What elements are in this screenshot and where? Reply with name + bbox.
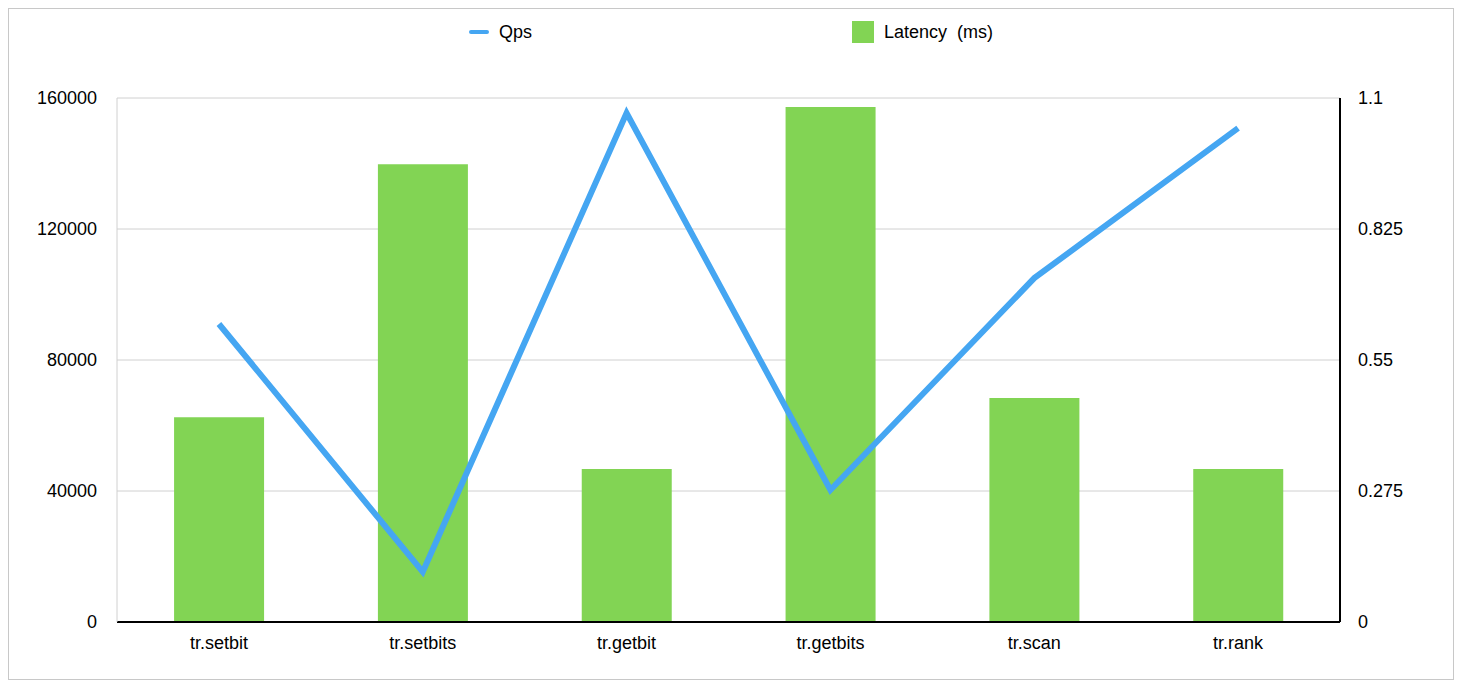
svg-text:0.55: 0.55 bbox=[1358, 350, 1393, 370]
svg-text:tr.scan: tr.scan bbox=[1008, 633, 1061, 653]
svg-text:tr.setbit: tr.setbit bbox=[190, 633, 248, 653]
svg-text:tr.setbits: tr.setbits bbox=[389, 633, 456, 653]
html-text:Qps: Qps bbox=[499, 21, 532, 42]
svg-text:80000: 80000 bbox=[47, 350, 97, 370]
svg-text:1.1: 1.1 bbox=[1358, 88, 1383, 108]
svg-text:0.825: 0.825 bbox=[1358, 219, 1403, 239]
svg-text:0: 0 bbox=[87, 612, 97, 632]
svg-text:120000: 120000 bbox=[37, 219, 97, 239]
svg-text:160000: 160000 bbox=[37, 88, 97, 108]
html-text:Latency (ms): Latency (ms) bbox=[884, 21, 993, 42]
svg-text:tr.rank: tr.rank bbox=[1213, 633, 1264, 653]
svg-text:40000: 40000 bbox=[47, 481, 97, 501]
svg-text:0: 0 bbox=[1358, 612, 1368, 632]
svg-text:tr.getbit: tr.getbit bbox=[597, 633, 656, 653]
svg-text:0.275: 0.275 bbox=[1358, 481, 1403, 501]
svg-text:tr.getbits: tr.getbits bbox=[796, 633, 864, 653]
